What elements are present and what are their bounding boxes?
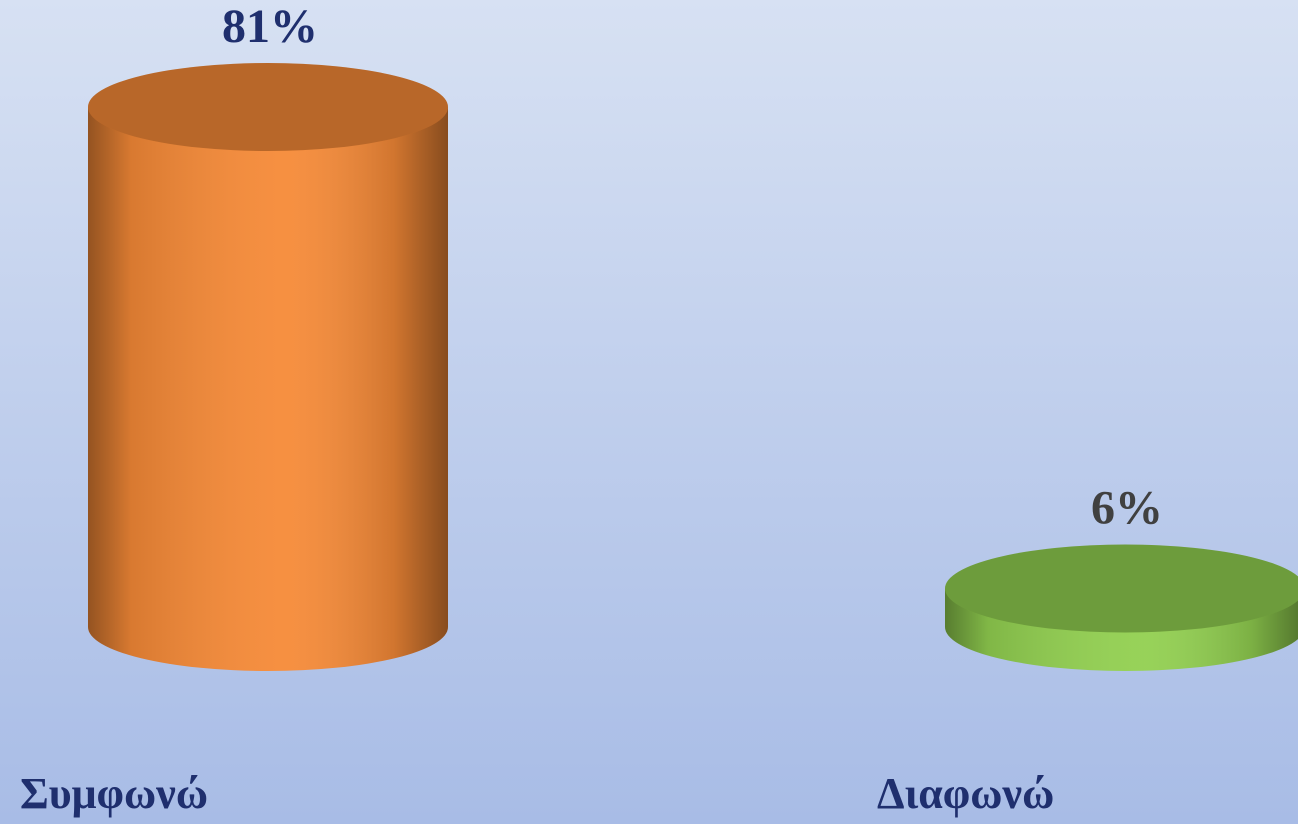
category-label: Διαφωνώ	[877, 769, 1054, 818]
value-label: 81%	[222, 0, 318, 53]
cylinder-top-shade	[88, 62, 448, 151]
cylinder-top	[88, 62, 448, 151]
cylinder-top-shade	[945, 544, 1298, 633]
category-label: Συμφωνώ	[20, 769, 208, 818]
value-label: 6%	[1091, 481, 1163, 534]
cylinder-top	[945, 544, 1298, 633]
cylinder-shade	[88, 106, 448, 672]
